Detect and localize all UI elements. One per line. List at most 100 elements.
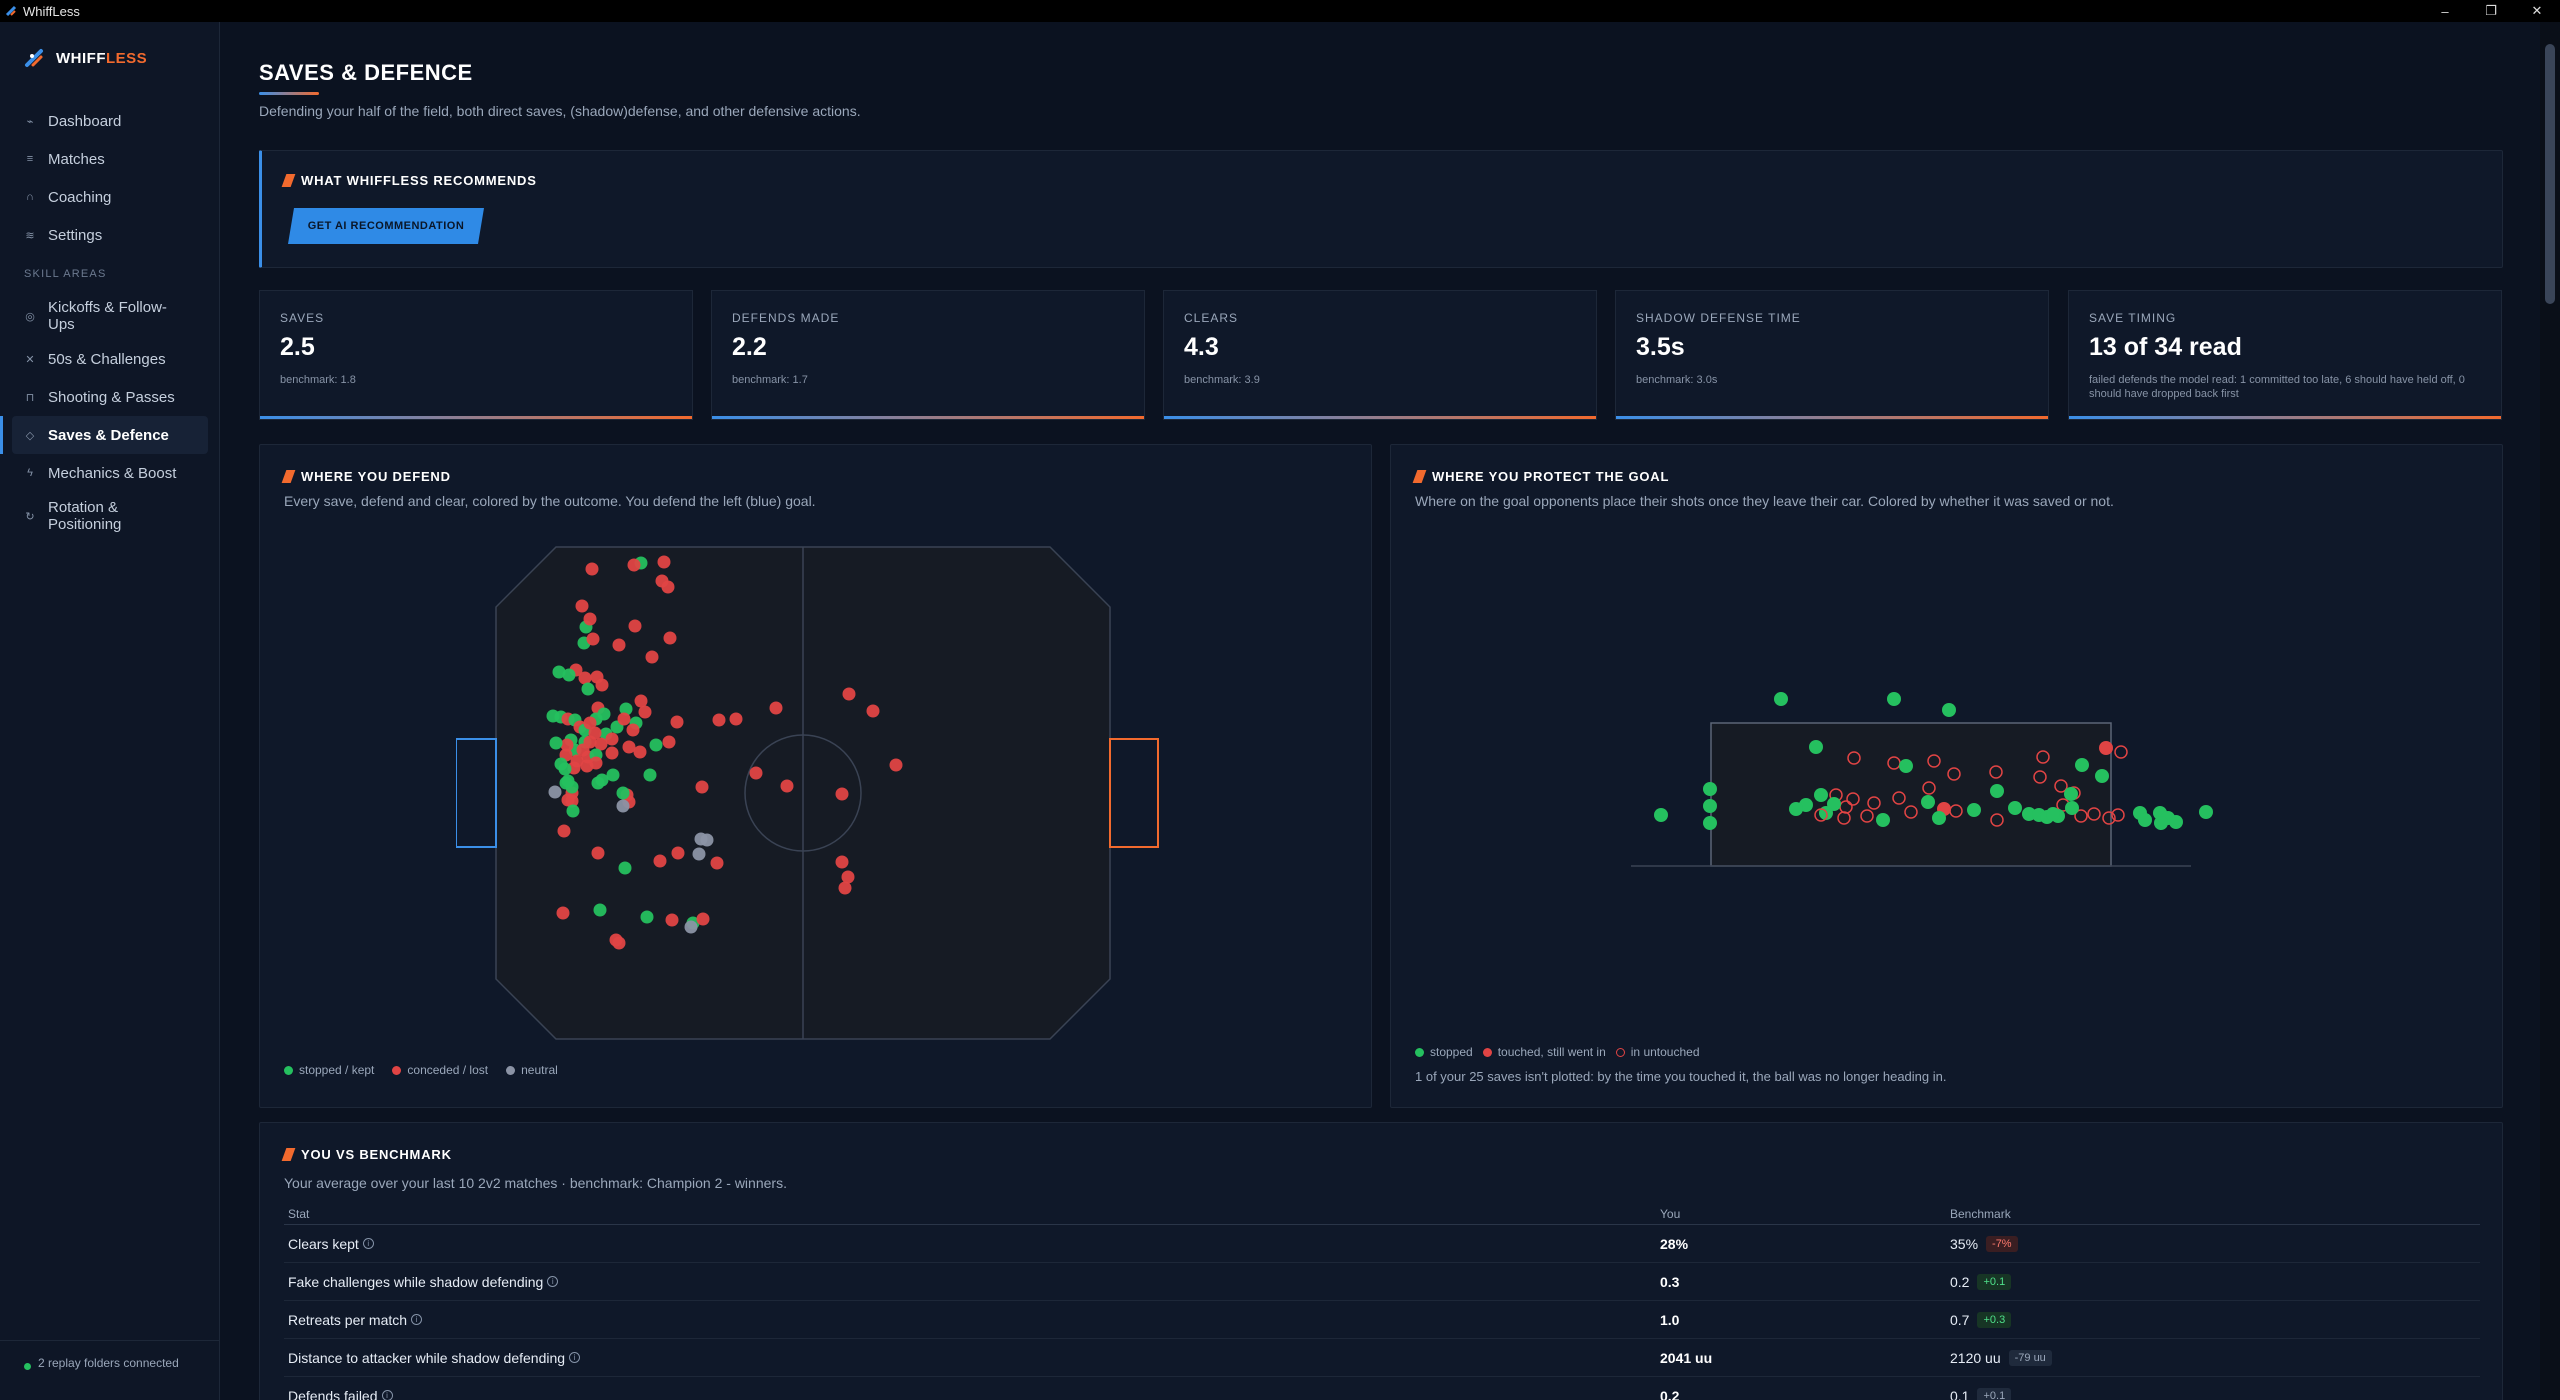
benchmark-title: YOU VS BENCHMARK — [301, 1147, 452, 1162]
right-goal — [1109, 738, 1159, 848]
sidebar-item-kickoffs[interactable]: ◎ Kickoffs & Follow-Ups — [12, 292, 208, 340]
field-marker — [663, 631, 677, 645]
info-icon[interactable]: i — [381, 1390, 393, 1400]
goal-marker — [1703, 816, 1717, 830]
stat-label: SAVES — [280, 311, 325, 325]
sidebar-item-saves[interactable]: ◇ Saves & Defence — [0, 416, 208, 454]
sidebar-item-dashboard[interactable]: ⌁ Dashboard — [12, 102, 208, 140]
row-bench: 2120 uu — [1950, 1349, 2001, 1366]
goal-marker — [2199, 805, 2213, 819]
close-button[interactable]: ✕ — [2531, 3, 2543, 18]
legend-item: stopped / kept — [284, 1063, 374, 1077]
legend-item: neutral — [506, 1063, 558, 1077]
chart-line-icon: ⌁ — [26, 115, 34, 128]
sidebar-item-coaching[interactable]: ∩ Coaching — [12, 178, 208, 216]
goal-marker — [1927, 754, 1941, 768]
field-marker — [627, 558, 641, 572]
sidebar-item-shooting[interactable]: ⊓ Shooting & Passes — [12, 378, 208, 416]
defend-desc: Every save, defend and clear, colored by… — [284, 493, 816, 509]
field-marker — [634, 694, 648, 708]
row-stat: Fake challenges while shadow defending — [288, 1273, 544, 1290]
field-marker — [684, 920, 698, 934]
goal-marker — [1703, 799, 1717, 813]
goal-marker — [1703, 782, 1717, 796]
status-dot-icon — [24, 1363, 31, 1370]
benchmark-table: Stat You Benchmark Clears kept i 28% 35% -… — [284, 1203, 2480, 1400]
field-marker — [585, 562, 599, 576]
stat-benchmark: benchmark: 1.8 — [280, 374, 356, 386]
sidebar-item-label: Matches — [48, 150, 105, 168]
goal-marker — [2046, 807, 2060, 821]
slash-icon — [281, 174, 296, 187]
main-content: SAVES & DEFENCE Defending your half of t… — [220, 22, 2540, 1400]
row-stat: Defends failed — [288, 1387, 378, 1400]
sidebar-item-mechanics[interactable]: ϟ Mechanics & Boost — [12, 454, 208, 492]
field-marker — [593, 903, 607, 917]
ai-recommendation-button[interactable]: GET AI RECOMMENDATION — [288, 208, 484, 244]
goal-marker — [2095, 769, 2109, 783]
stat-label: CLEARS — [1184, 311, 1239, 325]
table-header: Stat You Benchmark — [284, 1203, 2480, 1225]
protect-title: WHERE YOU PROTECT THE GOAL — [1432, 469, 1670, 484]
table-row: Distance to attacker while shadow defend… — [284, 1339, 2480, 1377]
stat-value: 3.5s — [1636, 333, 1685, 361]
sidebar-item-rotation[interactable]: ↻ Rotation & Positioning — [12, 492, 208, 540]
brand[interactable]: WHIFFLESS — [24, 48, 147, 68]
field-marker — [565, 780, 579, 794]
field-marker — [649, 738, 663, 752]
minimize-button[interactable]: – — [2441, 3, 2449, 19]
field-marker — [643, 768, 657, 782]
slash-icon — [1412, 470, 1427, 483]
goal-marker — [2065, 801, 2079, 815]
goal-dots — [1654, 692, 2213, 830]
field-marker — [612, 936, 626, 950]
info-icon[interactable]: i — [362, 1238, 374, 1249]
table-row: Clears kept i 28% 35% -7% — [284, 1225, 2480, 1263]
field-marker — [692, 847, 706, 861]
goal-marker — [1990, 784, 2004, 798]
field-marker — [580, 759, 594, 773]
scrollbar[interactable] — [2540, 22, 2560, 1400]
field-marker — [575, 599, 589, 613]
recommend-title: WHAT WHIFFLESS RECOMMENDS — [301, 173, 537, 188]
scroll-thumb[interactable] — [2545, 44, 2555, 304]
field-marker — [749, 766, 763, 780]
goal-marker — [1814, 808, 1828, 822]
field-marker — [657, 555, 671, 569]
field-marker — [549, 736, 563, 750]
field-dots — [546, 555, 903, 950]
sidebar-item-settings[interactable]: ≋ Settings — [12, 216, 208, 254]
goal-marker — [2099, 741, 2113, 755]
list-icon: ≡ — [26, 153, 34, 165]
stat-value: 2.5 — [280, 333, 315, 361]
defend-legend: stopped / kept conceded / lost neutral — [284, 1063, 576, 1077]
info-icon[interactable]: i — [569, 1352, 581, 1363]
row-you: 0.3 — [1660, 1273, 1680, 1290]
row-stat: Retreats per match — [288, 1311, 408, 1328]
sidebar-item-label: Dashboard — [48, 112, 122, 130]
goal-marker — [2074, 809, 2088, 823]
field-marker — [670, 715, 684, 729]
legend-item: in untouched — [1615, 1045, 1700, 1059]
table-row: Fake challenges while shadow defending i … — [284, 1263, 2480, 1301]
info-icon[interactable]: i — [547, 1276, 559, 1287]
info-icon[interactable]: i — [411, 1314, 423, 1325]
sidebar-item-50s[interactable]: ✕ 50s & Challenges — [12, 340, 208, 378]
window-title: WhiffLess — [23, 3, 80, 19]
goal-marker — [1789, 802, 1803, 816]
goal-panel: WHERE YOU PROTECT THE GOAL Where on the … — [1390, 444, 2503, 1108]
restore-button[interactable]: ❐ — [2485, 3, 2497, 18]
field-marker — [558, 762, 572, 776]
goal-marker — [2111, 808, 2125, 822]
field-marker — [700, 833, 714, 847]
field-marker — [696, 912, 710, 926]
goal-marker — [1846, 792, 1860, 806]
goal-marker — [2087, 807, 2101, 821]
field-marker — [595, 773, 609, 787]
target-icon: ◎ — [25, 310, 35, 323]
goal-map — [1631, 692, 2213, 867]
goal-marker — [1867, 796, 1881, 810]
sidebar-item-label: Shooting & Passes — [48, 388, 175, 406]
sidebar-item-matches[interactable]: ≡ Matches — [12, 140, 208, 178]
goal-marker — [1837, 811, 1851, 825]
